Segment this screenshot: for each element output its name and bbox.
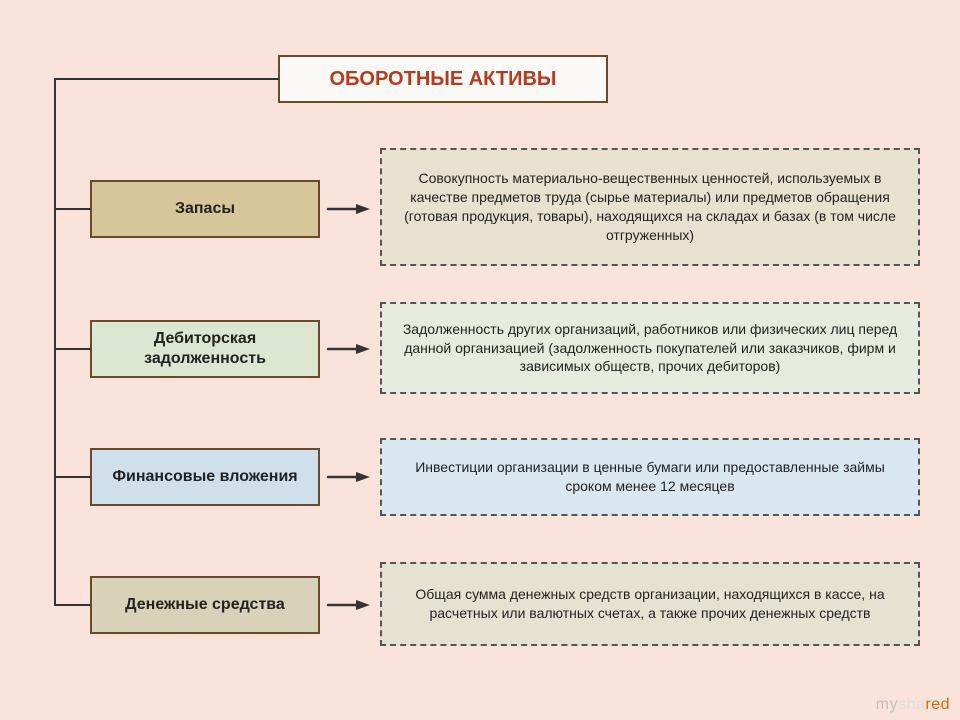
right-box-zap: Совокупность материально-вещественных це… xyxy=(380,148,920,266)
right-text-deb: Задолженность других организаций, работн… xyxy=(394,320,906,377)
left-label-den: Денежные средства xyxy=(125,595,285,615)
right-text-zap: Совокупность материально-вещественных це… xyxy=(394,169,906,245)
right-box-deb: Задолженность других организаций, работн… xyxy=(380,302,920,394)
left-box-deb: Дебиторская задолженность xyxy=(90,320,320,378)
title-box: ОБОРОТНЫЕ АКТИВЫ xyxy=(278,55,608,103)
right-text-fin: Инвестиции организации в ценные бумаги и… xyxy=(394,458,906,496)
watermark-red: red xyxy=(925,696,950,713)
left-label-deb: Дебиторская задолженность xyxy=(100,329,310,369)
watermark: myshared xyxy=(876,696,950,714)
right-box-fin: Инвестиции организации в ценные бумаги и… xyxy=(380,438,920,516)
left-box-fin: Финансовые вложения xyxy=(90,448,320,506)
right-box-den: Общая сумма денежных средств организации… xyxy=(380,562,920,646)
right-text-den: Общая сумма денежных средств организации… xyxy=(394,585,906,623)
watermark-my: my xyxy=(876,696,898,713)
left-label-zap: Запасы xyxy=(175,199,235,219)
title-text: ОБОРОТНЫЕ АКТИВЫ xyxy=(329,68,556,91)
left-box-zap: Запасы xyxy=(90,180,320,238)
watermark-sha: sha xyxy=(898,696,925,713)
left-box-den: Денежные средства xyxy=(90,576,320,634)
left-label-fin: Финансовые вложения xyxy=(112,467,297,487)
